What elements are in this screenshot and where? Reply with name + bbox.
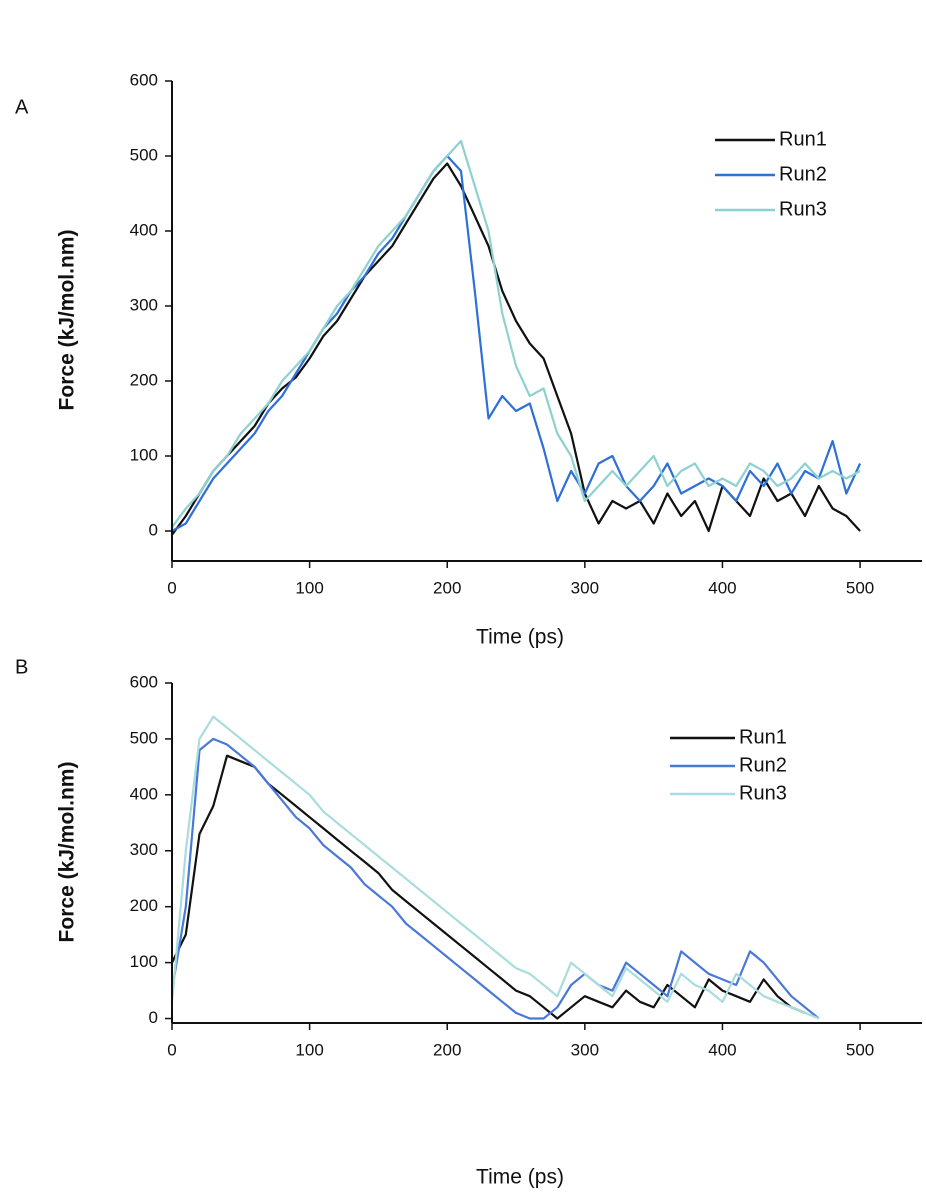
y-tick-label: 100 [130,445,158,464]
y-tick-label: 400 [130,220,158,239]
y-tick-label: 500 [130,728,158,747]
x-tick-label: 0 [167,1040,176,1059]
series-line [172,162,861,536]
x-tick-label: 500 [846,1040,874,1059]
y-tick-label: 300 [130,295,158,314]
legend-label: Run2 [779,163,827,185]
y-tick-label: 200 [130,370,158,389]
x-tick-label: 400 [708,1040,736,1059]
legend-label: Run3 [779,198,827,220]
x-tick-label: 300 [571,578,599,597]
x-tick-label: 400 [708,578,736,597]
y-tick-label: 0 [149,520,158,539]
x-tick-label: 200 [433,1040,461,1059]
x-axis-title: Time (ps) [476,626,564,649]
series-line [172,754,806,1020]
x-tick-label: 500 [846,578,874,597]
panel-label: A [15,96,29,118]
legend-label: Run3 [739,782,787,804]
panel-label: B [15,656,28,678]
y-axis-title: Force (kJ/mol.nm) [56,230,79,411]
series-line [172,154,862,532]
x-tick-label: 200 [433,578,461,597]
x-tick-label: 100 [295,1040,323,1059]
x-axis-title: Time (ps) [476,1166,564,1189]
y-tick-label: 300 [130,840,158,859]
y-tick-label: 0 [149,1008,158,1027]
y-tick-label: 500 [130,145,158,164]
y-tick-label: 200 [130,896,158,915]
series-line [172,715,820,1020]
legend-label: Run1 [739,726,787,748]
x-tick-label: 0 [167,578,176,597]
legend-label: Run2 [739,754,787,776]
y-tick-label: 100 [130,952,158,971]
x-tick-label: 100 [295,578,323,597]
x-tick-label: 300 [571,1040,599,1059]
y-axis-title: Force (kJ/mol.nm) [56,762,79,943]
series-line [172,737,820,1020]
legend-label: Run1 [779,128,827,150]
y-tick-label: 600 [130,672,158,691]
y-tick-label: 400 [130,784,158,803]
series-line [172,139,861,528]
y-tick-label: 600 [130,70,158,89]
